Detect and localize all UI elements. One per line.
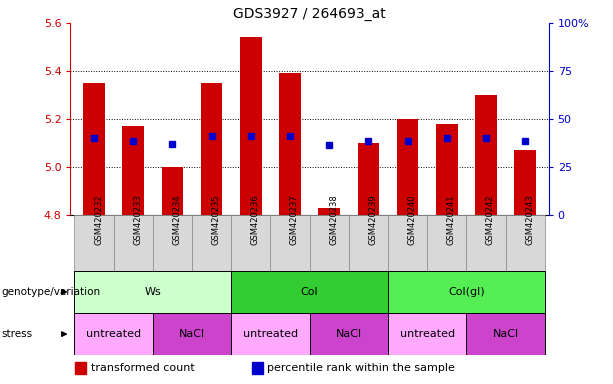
Bar <box>240 37 262 215</box>
Bar <box>252 362 263 374</box>
Bar <box>397 119 418 215</box>
Text: GSM420236: GSM420236 <box>251 194 260 245</box>
Bar <box>270 215 310 271</box>
Bar <box>388 215 427 271</box>
Bar <box>74 313 153 355</box>
Bar <box>514 150 536 215</box>
Bar <box>466 215 506 271</box>
Text: GSM420237: GSM420237 <box>290 194 299 245</box>
Bar <box>123 126 144 215</box>
Text: GSM420239: GSM420239 <box>368 194 378 245</box>
Text: GSM420238: GSM420238 <box>329 194 338 245</box>
Bar <box>74 271 231 313</box>
Bar <box>427 215 466 271</box>
Text: GSM420241: GSM420241 <box>447 194 455 245</box>
Bar <box>75 362 86 374</box>
Text: GSM420235: GSM420235 <box>211 194 221 245</box>
Text: GSM420243: GSM420243 <box>525 194 534 245</box>
Bar <box>475 95 497 215</box>
Text: GSM420232: GSM420232 <box>94 194 103 245</box>
Bar <box>436 124 457 215</box>
Text: untreated: untreated <box>243 329 298 339</box>
Bar <box>231 215 270 271</box>
Text: Col: Col <box>301 287 318 297</box>
Text: GSM420240: GSM420240 <box>408 194 417 245</box>
Title: GDS3927 / 264693_at: GDS3927 / 264693_at <box>233 7 386 21</box>
Bar <box>74 215 113 271</box>
Text: transformed count: transformed count <box>91 363 194 373</box>
Bar <box>318 208 340 215</box>
Text: stress: stress <box>1 329 32 339</box>
Text: GSM420234: GSM420234 <box>172 194 181 245</box>
Bar <box>192 215 231 271</box>
Bar <box>388 271 545 313</box>
Bar <box>349 215 388 271</box>
Text: GSM420242: GSM420242 <box>486 194 495 245</box>
Text: NaCl: NaCl <box>492 329 519 339</box>
Text: untreated: untreated <box>400 329 455 339</box>
Text: percentile rank within the sample: percentile rank within the sample <box>267 363 455 373</box>
Bar <box>83 83 105 215</box>
Bar <box>201 83 223 215</box>
Text: Col(gl): Col(gl) <box>448 287 485 297</box>
Text: untreated: untreated <box>86 329 141 339</box>
Bar <box>506 215 545 271</box>
Bar <box>466 313 545 355</box>
Text: genotype/variation: genotype/variation <box>1 287 101 297</box>
Bar <box>357 143 379 215</box>
Text: NaCl: NaCl <box>336 329 362 339</box>
Bar <box>231 271 388 313</box>
Text: GSM420233: GSM420233 <box>133 194 142 245</box>
Bar <box>310 313 388 355</box>
Bar <box>279 73 301 215</box>
Bar <box>113 215 153 271</box>
Text: Ws: Ws <box>145 287 161 297</box>
Bar <box>162 167 183 215</box>
Bar <box>153 215 192 271</box>
Bar <box>310 215 349 271</box>
Bar <box>388 313 466 355</box>
Text: NaCl: NaCl <box>179 329 205 339</box>
Bar <box>153 313 231 355</box>
Bar <box>231 313 310 355</box>
